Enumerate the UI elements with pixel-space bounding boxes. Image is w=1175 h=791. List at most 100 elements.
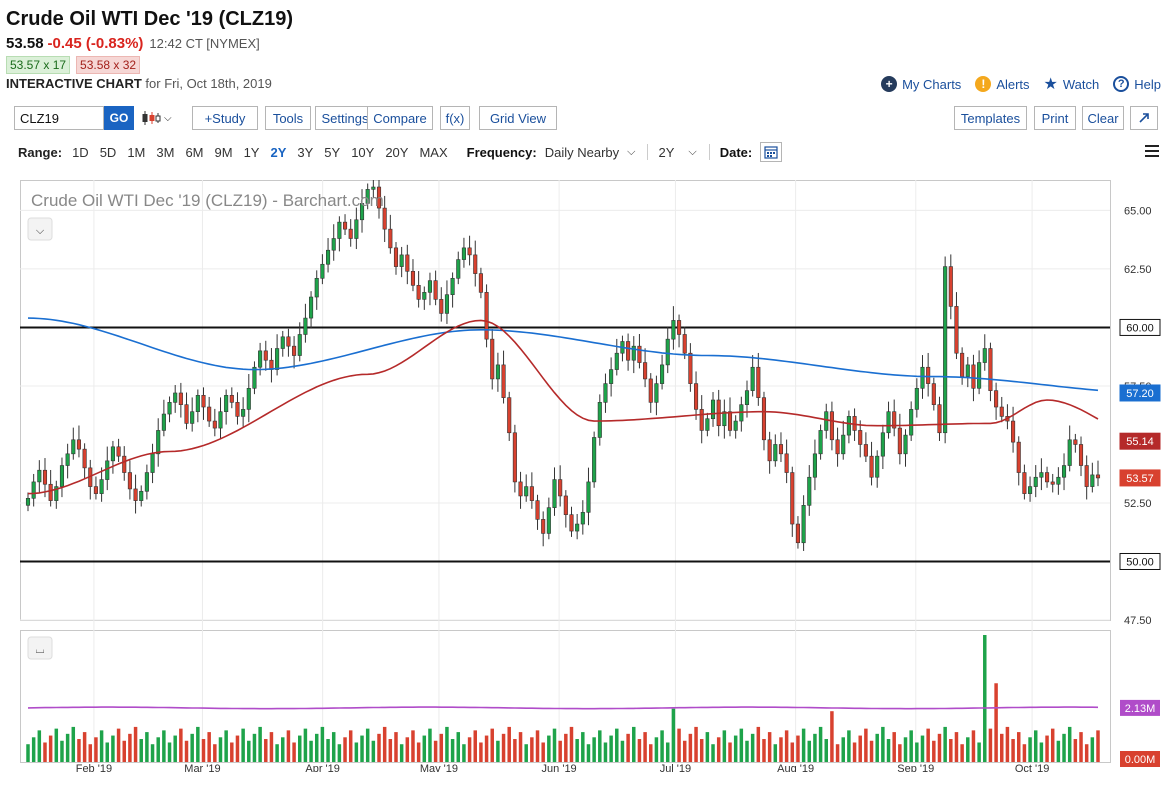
volume-bar (456, 732, 461, 762)
chart-type-selector[interactable]: ⌵ (141, 109, 173, 127)
candle-body (37, 469, 42, 483)
hamburger-menu-icon[interactable] (1145, 145, 1159, 160)
candle-body (371, 186, 376, 190)
volume-bar (179, 728, 183, 762)
volume-bar (790, 742, 795, 762)
volume-bar (1011, 739, 1015, 762)
volume-bar (801, 728, 806, 762)
candle-body (795, 523, 800, 544)
candle-body (144, 472, 149, 492)
volume-bar (852, 742, 857, 762)
period-select[interactable]: 2Y (658, 144, 675, 160)
frequency-select[interactable]: Daily Nearby (544, 144, 620, 160)
x-tick-label: Sep '19 (897, 763, 934, 772)
go-button[interactable]: GO (104, 106, 134, 130)
volume-bar (348, 730, 353, 762)
alerts-link[interactable]: ! Alerts (975, 76, 1030, 92)
volume-bar (439, 733, 444, 762)
volume-bar (286, 730, 291, 762)
help-link[interactable]: ? Help (1113, 76, 1161, 92)
watch-link[interactable]: ★ Watch (1044, 74, 1100, 94)
chevron-down-icon[interactable]: ⌵ (627, 145, 636, 158)
range-option-6m[interactable]: 6M (185, 144, 204, 160)
volume-bar (173, 735, 177, 762)
volume-bar (626, 733, 630, 762)
candle-body (161, 413, 166, 431)
alert-icon: ! (975, 76, 992, 92)
candle-body (807, 476, 812, 506)
candle-body (569, 514, 574, 532)
candle-body (841, 434, 846, 455)
tools-button[interactable]: Tools (265, 106, 311, 130)
candle-body (518, 481, 523, 497)
templates-button[interactable]: Templates (954, 106, 1027, 130)
expand-button[interactable] (1130, 106, 1158, 130)
range-option-1m[interactable]: 1M (127, 144, 146, 160)
range-option-20y[interactable]: 20Y (385, 144, 409, 160)
candle-body (671, 320, 676, 340)
candle-body (909, 409, 914, 436)
range-option-5y[interactable]: 5Y (324, 144, 341, 160)
print-button[interactable]: Print (1034, 106, 1076, 130)
range-option-2y[interactable]: 2Y (270, 144, 287, 160)
candle-body (150, 453, 155, 473)
range-option-1y[interactable]: 1Y (243, 144, 260, 160)
range-option-1d[interactable]: 1D (72, 144, 89, 160)
settings-button[interactable]: Settings (315, 106, 375, 130)
range-option-max[interactable]: MAX (419, 144, 448, 160)
candle-body (450, 277, 455, 295)
candle-body (954, 306, 959, 354)
instrument-title: Crude Oil WTI Dec '19 (CLZ19) (6, 8, 294, 30)
chart-date: for Fri, Oct 18th, 2019 (145, 76, 272, 91)
candle-body (410, 270, 416, 286)
grid-view-button[interactable]: Grid View (479, 106, 557, 130)
volume-bar (988, 728, 993, 762)
volume-bar (326, 739, 330, 762)
volume-bar (99, 730, 104, 762)
volume-bar (1016, 732, 1021, 762)
volume-bar (1096, 730, 1100, 762)
collapse-price-button[interactable]: ⌵ (27, 217, 53, 241)
volume-bar (632, 726, 636, 762)
calendar-button[interactable] (760, 142, 783, 162)
volume-bar (677, 728, 681, 762)
volume-bar (411, 730, 415, 762)
range-option-3m[interactable]: 3M (156, 144, 175, 160)
volume-bar (960, 744, 964, 762)
range-option-3y[interactable]: 3Y (297, 144, 314, 160)
volume-bar (699, 739, 704, 762)
candle-body (722, 411, 727, 427)
volume-bar (750, 733, 755, 762)
symbol-input[interactable] (14, 106, 104, 130)
clear-button[interactable]: Clear (1082, 106, 1124, 130)
volume-bar (716, 737, 721, 762)
volume-bar (688, 733, 693, 762)
candle-body (812, 453, 817, 478)
candle-body (727, 411, 733, 431)
volume-bar (281, 737, 285, 762)
volume-bar (847, 730, 851, 762)
collapse-volume-button[interactable]: ⌴ (27, 636, 53, 660)
candle-body (699, 409, 704, 431)
volume-bar (77, 739, 81, 762)
candle-body (982, 348, 987, 363)
candle-body (133, 488, 138, 501)
candle-body (1022, 472, 1027, 494)
chevron-down-icon[interactable]: ⌵ (688, 145, 697, 158)
study-button[interactable]: +Study (192, 106, 258, 130)
fx-button[interactable]: f(x) (440, 106, 470, 130)
compare-button[interactable]: Compare (367, 106, 433, 130)
range-option-10y[interactable]: 10Y (351, 144, 375, 160)
volume-bar (971, 730, 976, 762)
range-option-9m[interactable]: 9M (214, 144, 233, 160)
volume-bar (48, 735, 53, 762)
frequency-label: Frequency: (466, 144, 537, 160)
volume-bar (292, 742, 296, 762)
volume-bar (388, 739, 393, 762)
x-tick-label: Jul '19 (660, 763, 691, 772)
volume-bar (394, 732, 398, 762)
range-option-5d[interactable]: 5D (99, 144, 117, 160)
my-charts-link[interactable]: + My Charts (881, 76, 961, 92)
